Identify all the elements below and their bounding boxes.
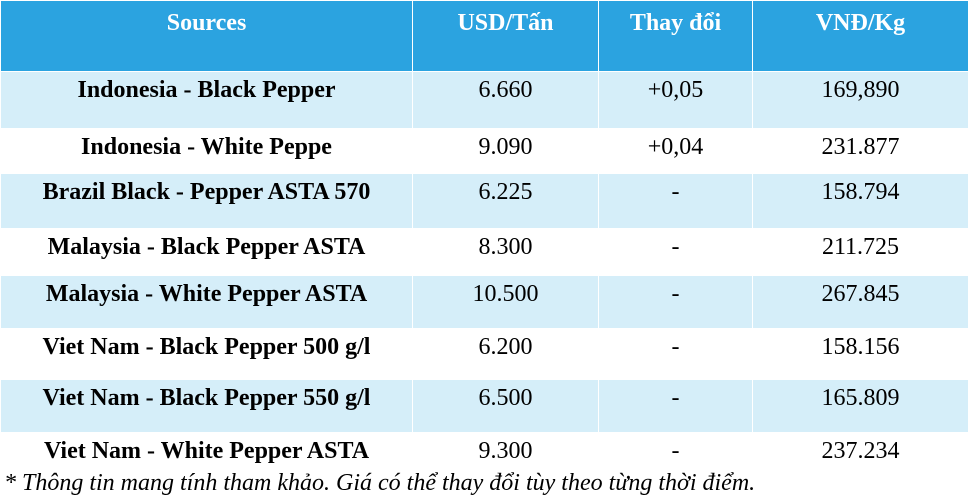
source-cell: Malaysia - White Pepper ASTA [0, 275, 413, 329]
value-cell: - [598, 173, 753, 229]
value-cell: - [598, 328, 753, 380]
price-table: Sources USD/Tấn Thay đổi VNĐ/Kg Indonesia -… [0, 0, 968, 476]
value-cell: 9.090 [412, 128, 599, 174]
value-cell: 6.660 [412, 71, 599, 129]
value-cell: 267.845 [752, 275, 968, 329]
value-cell: 237.234 [752, 432, 968, 476]
value-cell: 158.794 [752, 173, 968, 229]
table-row: Indonesia - White Peppe 9.090 +0,04 231.877 [0, 128, 968, 174]
table-row: Malaysia - Black Pepper ASTA 8.300-211.72… [0, 228, 968, 276]
value-cell: 6.500 [412, 379, 599, 433]
value-cell: 165.809 [752, 379, 968, 433]
value-cell: 231.877 [752, 128, 968, 174]
source-cell: Indonesia - Black Pepper [0, 71, 413, 129]
source-cell: Viet Nam - Black Pepper 550 g/l [0, 379, 413, 433]
value-cell: 169,890 [752, 71, 968, 129]
value-cell: - [598, 379, 753, 433]
value-cell: - [598, 228, 753, 276]
value-cell: 6.225 [412, 173, 599, 229]
source-cell: Malaysia - Black Pepper ASTA [0, 228, 413, 276]
source-cell: Viet Nam - Black Pepper 500 g/l [0, 328, 413, 380]
header-row: Sources USD/Tấn Thay đổi VNĐ/Kg [0, 0, 968, 72]
header-cell: Sources [0, 0, 413, 72]
table-row: Malaysia - White Pepper ASTA 10.500-267.8… [0, 275, 968, 329]
value-cell: +0,04 [598, 128, 753, 174]
header-cell: Thay đổi [598, 0, 753, 72]
value-cell: 8.300 [412, 228, 599, 276]
table-row: Viet Nam - Black Pepper 550 g/l 6.500-165… [0, 379, 968, 433]
table-row: Brazil Black - Pepper ASTA 570 6.225-158.… [0, 173, 968, 229]
header-cell: USD/Tấn [412, 0, 599, 72]
value-cell: 10.500 [412, 275, 599, 329]
value-cell: - [598, 432, 753, 476]
source-cell: Brazil Black - Pepper ASTA 570 [0, 173, 413, 229]
table-row: Viet Nam - Black Pepper 500 g/l 6.200-158… [0, 328, 968, 380]
header-cell: VNĐ/Kg [752, 0, 968, 72]
source-cell: Indonesia - White Peppe [0, 128, 413, 174]
value-cell: - [598, 275, 753, 329]
table-row: Viet Nam - White Pepper ASTA 9.300-237.23… [0, 432, 968, 476]
source-cell: Viet Nam - White Pepper ASTA [0, 432, 413, 476]
value-cell: 211.725 [752, 228, 968, 276]
table-row: Indonesia - Black Pepper 6.660 +0,05 169,89… [0, 71, 968, 129]
footnote: * Thông tin mang tính tham khảo. Giá có … [4, 470, 756, 496]
value-cell: +0,05 [598, 71, 753, 129]
value-cell: 9.300 [412, 432, 599, 476]
value-cell: 158.156 [752, 328, 968, 380]
value-cell: 6.200 [412, 328, 599, 380]
